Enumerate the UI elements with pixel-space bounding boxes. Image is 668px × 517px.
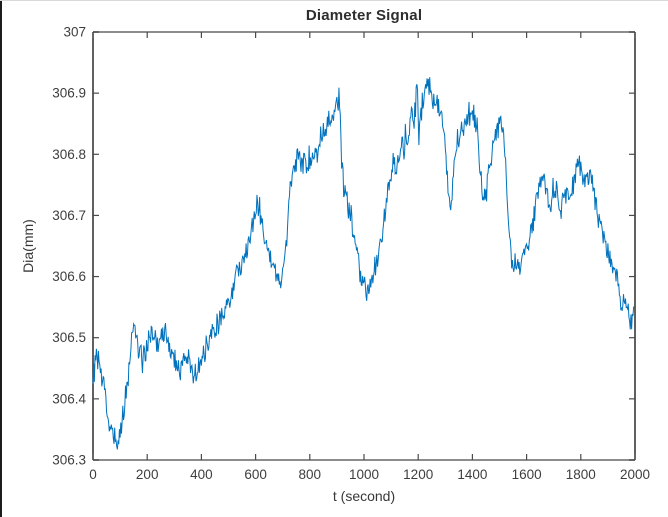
- y-tick-label: 307: [63, 25, 86, 40]
- y-tick-label: 306.7: [52, 208, 86, 223]
- y-tick-label: 306.8: [52, 147, 86, 162]
- x-tick-label: 1600: [512, 467, 542, 482]
- x-tick-label: 2000: [620, 467, 650, 482]
- y-tick-label: 306.5: [52, 330, 86, 345]
- y-tick-label: 306.6: [52, 269, 86, 284]
- window-left-border: [0, 1, 2, 517]
- y-tick-label: 306.4: [52, 391, 86, 406]
- y-tick-label: 306.9: [52, 86, 86, 101]
- x-tick-label: 200: [136, 467, 159, 482]
- chart-title: Diameter Signal: [305, 7, 423, 24]
- x-tick-label: 400: [190, 467, 213, 482]
- x-tick-label: 1800: [566, 467, 596, 482]
- x-tick-label: 600: [244, 467, 267, 482]
- signal-line: [92, 77, 635, 450]
- x-tick-label: 1000: [349, 467, 379, 482]
- y-tick-label: 306.3: [52, 453, 86, 468]
- x-tick-label: 1400: [457, 467, 487, 482]
- x-tick-label: 0: [89, 467, 97, 482]
- x-tick-label: 800: [299, 467, 322, 482]
- x-tick-label: 1200: [403, 467, 433, 482]
- x-axis-label: t (second): [332, 488, 396, 504]
